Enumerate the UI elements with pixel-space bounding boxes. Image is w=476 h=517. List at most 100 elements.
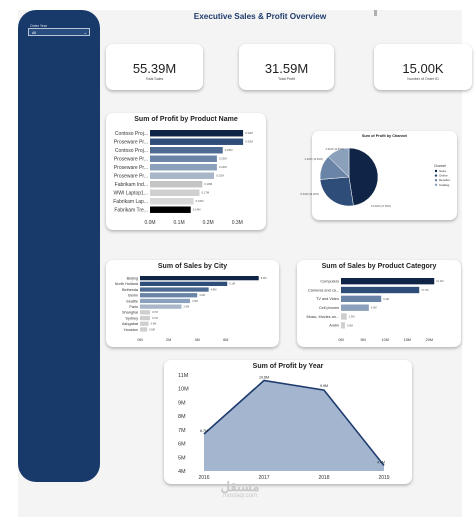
category-label: Paris <box>129 305 138 309</box>
x-tick-label: 2M <box>166 338 171 342</box>
x-tick-label: 0M <box>137 338 142 342</box>
data-label: 21.1M <box>436 279 443 283</box>
kpi-value: 31.59M <box>264 61 309 76</box>
profit-by-channel-card: Sum of Profit by Channel 15.02M (47.56%)… <box>301 131 457 220</box>
data-label: 0.14M <box>193 208 201 212</box>
category-label: Shanghai <box>122 311 138 315</box>
chart-title: Sum of Profit by Channel <box>361 134 408 138</box>
y-tick-label: 5M <box>178 455 186 461</box>
y-tick-label: 11M <box>178 373 189 379</box>
legend-marker <box>434 179 438 182</box>
page-title: Executive Sales & Profit Overview <box>193 12 327 21</box>
data-label: 17.7M <box>421 288 428 292</box>
y-tick-label: 8M <box>178 414 186 420</box>
pie-slice <box>327 147 350 178</box>
data-label: 0.6M <box>151 322 157 326</box>
bar <box>140 321 149 326</box>
legend-title: Channel <box>434 164 446 168</box>
x-tick-label: 0M <box>338 338 343 342</box>
category-label: Cell phones <box>319 306 339 310</box>
bar <box>140 310 151 315</box>
slicer-value: All <box>32 30 36 35</box>
kpi-card-total-sales: 55.39M Total Sales <box>106 44 203 90</box>
x-tick-label: 6M <box>223 338 228 342</box>
category-label: Audio <box>329 324 339 328</box>
watermark-logo: مستقل mostaql.com <box>200 480 280 500</box>
bar <box>150 172 214 179</box>
chart-title: Sum of Sales by Product Category <box>321 263 437 270</box>
x-tick-label: 2016 <box>198 475 209 481</box>
data-label: 1.3M <box>349 314 355 318</box>
data-label: 0.22M <box>216 174 224 178</box>
bar <box>150 198 194 205</box>
data-label: 6.1M <box>229 282 235 286</box>
legend-entry: Online <box>439 174 448 178</box>
category-label: Houston <box>124 328 138 332</box>
x-tick-label: 2017 <box>258 475 269 481</box>
bar <box>140 281 228 286</box>
legend-entry: Catalog <box>439 183 450 187</box>
bar <box>150 189 200 196</box>
watermark-latin: mostaql.com <box>222 493 257 499</box>
bar <box>140 315 151 321</box>
bar <box>140 276 259 281</box>
chart-title: Sum of Profit by Product Name <box>134 116 238 123</box>
kpi-value: 15.00K <box>402 61 444 76</box>
y-tick-label: 6M <box>178 442 186 448</box>
bar <box>150 138 244 145</box>
x-tick-label: 20M <box>426 338 433 342</box>
bar <box>341 322 345 329</box>
data-label: 0.5M <box>149 327 155 331</box>
bar <box>150 155 217 162</box>
legend-entry: Store <box>439 169 447 173</box>
watermark-arabic: مستقل <box>220 479 260 494</box>
category-label: Fabrikam Tre... <box>114 207 148 213</box>
x-tick-label: 0.2M <box>203 220 214 226</box>
profit-by-year-card: Sum of Profit by Year 4M 5M 6M 7M 8M 9M 10M 11M… <box>164 360 412 484</box>
y-tick-label: 4M <box>178 469 186 475</box>
bar <box>150 147 223 154</box>
data-label: 0.15M <box>196 199 204 203</box>
data-label: 3.5M <box>192 299 198 303</box>
category-label: Berlin <box>128 294 138 298</box>
category-label: Beijing <box>127 276 138 280</box>
data-label: 0.23M <box>219 157 227 161</box>
category-label: North Holland <box>115 282 138 286</box>
category-label: WWI Laptop1... <box>114 190 148 196</box>
data-label: 0.9M <box>347 323 353 327</box>
category-label: Proseware Pr... <box>114 139 148 145</box>
data-label: 0.32M <box>245 131 253 135</box>
pie-slice <box>348 147 379 206</box>
legend-marker <box>434 183 438 186</box>
x-tick-label: 0.3M <box>232 220 243 226</box>
profit-by-channel-chart: 15.02M (47.56%) 8.23M (26.06%) 4.32M (13.6… <box>301 147 450 208</box>
bar <box>341 278 435 285</box>
data-label: 8.3M <box>261 276 267 280</box>
kpi-value: 55.39M <box>132 61 177 76</box>
x-tick-label: 0.0M <box>144 220 155 226</box>
bar <box>140 287 209 292</box>
category-label: Seattle <box>126 299 138 303</box>
x-tick-label: 0.1M <box>174 220 185 226</box>
sales-by-city-card: Sum of Sales by City Beijing 8.3M North Ho… <box>106 260 279 347</box>
slice-label: 15.02M (47.56%) <box>371 204 391 208</box>
y-tick-label: 7M <box>178 428 186 434</box>
kpi-label: Total Profit <box>278 77 295 81</box>
x-tick-label: 5M <box>360 338 365 342</box>
bar <box>150 130 244 137</box>
scroll-indicator[interactable] <box>374 10 377 16</box>
data-label: 0.17M <box>201 191 209 195</box>
slicer-label: Order Year <box>30 24 47 28</box>
bar <box>150 164 217 171</box>
category-label: Contoso Proj... <box>115 148 148 154</box>
year-slicer-dropdown[interactable]: All ⌄ <box>28 28 90 36</box>
y-tick-label: 9M <box>178 400 186 406</box>
area-fill <box>204 380 384 471</box>
category-label: Fabrikam Lap... <box>113 199 148 205</box>
data-label: 4.4M <box>377 461 385 465</box>
profit-by-year-chart: 4M 5M 6M 7M 8M 9M 10M 11M 6.7M 10.6M 9.9M 4.4M 2016 2… <box>178 373 390 481</box>
category-label: Bethesda <box>122 288 139 292</box>
chevron-down-icon: ⌄ <box>83 29 87 35</box>
data-label: 0.32M <box>245 140 253 144</box>
